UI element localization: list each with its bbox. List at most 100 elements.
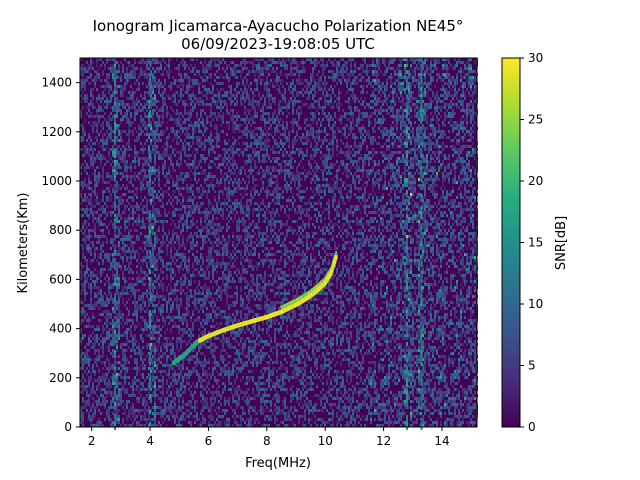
heatmap-cell: [120, 334, 122, 337]
heatmap-cell: [206, 79, 208, 82]
heatmap-cell: [204, 343, 206, 346]
heatmap-cell: [102, 340, 104, 343]
heatmap-cell: [180, 283, 182, 286]
heatmap-cell: [170, 196, 172, 199]
heatmap-cell: [126, 349, 128, 352]
heatmap-cell: [82, 199, 84, 202]
heatmap-cell: [156, 238, 158, 241]
heatmap-cell: [94, 250, 96, 253]
heatmap-cell: [122, 271, 124, 274]
heatmap-cell: [82, 97, 84, 100]
heatmap-cell: [108, 196, 110, 199]
heatmap-cell: [184, 76, 186, 79]
heatmap-cell: [134, 349, 136, 352]
heatmap-cell: [88, 148, 90, 151]
heatmap-cell: [216, 289, 218, 292]
heatmap-cell: [172, 292, 174, 295]
heatmap-cell: [124, 85, 126, 88]
heatmap-cell: [108, 382, 110, 385]
heatmap-cell: [174, 403, 176, 406]
heatmap-cell: [88, 316, 90, 319]
heatmap-cell: [142, 352, 144, 355]
heatmap-cell: [190, 391, 192, 394]
heatmap-cell: [84, 403, 86, 406]
heatmap-cell: [92, 130, 94, 133]
heatmap-cell: [222, 112, 224, 115]
heatmap-cell: [154, 109, 156, 112]
heatmap-cell: [88, 214, 90, 217]
heatmap-cell: [96, 355, 98, 358]
heatmap-cell: [154, 163, 156, 166]
heatmap-cell: [182, 403, 184, 406]
heatmap-cell: [158, 256, 160, 259]
heatmap-cell: [160, 199, 162, 202]
heatmap-cell: [152, 355, 154, 358]
heatmap-cell: [200, 325, 202, 328]
heatmap-cell: [162, 220, 164, 223]
heatmap-cell: [82, 91, 84, 94]
heatmap-cell: [208, 415, 210, 418]
heatmap-cell: [194, 136, 196, 139]
heatmap-cell: [196, 400, 198, 403]
heatmap-cell: [126, 118, 128, 121]
heatmap-cell: [204, 127, 206, 130]
heatmap-cell: [210, 73, 212, 76]
heatmap-cell: [134, 409, 136, 412]
heatmap-cell: [158, 277, 160, 280]
heatmap-cell: [144, 367, 146, 370]
heatmap-cell: [150, 139, 152, 142]
heatmap-cell: [192, 166, 194, 169]
heatmap-cell: [198, 319, 200, 322]
heatmap-cell: [144, 328, 146, 331]
heatmap-cell: [138, 172, 140, 175]
heatmap-cell: [114, 196, 116, 199]
heatmap-cell: [200, 400, 202, 403]
heatmap-cell: [116, 307, 118, 310]
heatmap-cell: [132, 334, 134, 337]
heatmap-cell: [120, 370, 122, 373]
heatmap-cell: [192, 241, 194, 244]
heatmap-cell: [182, 412, 184, 415]
heatmap-cell: [216, 283, 218, 286]
heatmap-cell: [218, 286, 220, 289]
heatmap-cell: [136, 109, 138, 112]
heatmap-cell: [120, 199, 122, 202]
heatmap-cell: [202, 142, 204, 145]
heatmap-cell: [136, 196, 138, 199]
heatmap-cell: [136, 88, 138, 91]
heatmap-cell: [182, 331, 184, 334]
heatmap-cell: [130, 121, 132, 124]
heatmap-cell: [160, 205, 162, 208]
heatmap-cell: [212, 274, 214, 277]
heatmap-cell: [132, 190, 134, 193]
heatmap-cell: [204, 364, 206, 367]
heatmap-cell: [82, 244, 84, 247]
heatmap-cell: [98, 58, 100, 61]
heatmap-cell: [190, 163, 192, 166]
heatmap-cell: [224, 421, 226, 424]
heatmap-cell: [224, 424, 226, 427]
heatmap-cell: [162, 94, 164, 97]
heatmap-cell: [150, 142, 152, 145]
heatmap-cell: [132, 73, 134, 76]
heatmap-cell: [90, 163, 92, 166]
heatmap-cell: [134, 127, 136, 130]
heatmap-cell: [82, 265, 84, 268]
heatmap-cell: [126, 67, 128, 70]
heatmap-cell: [96, 184, 98, 187]
heatmap-cell: [162, 109, 164, 112]
heatmap-cell: [220, 247, 222, 250]
heatmap-cell: [222, 235, 224, 238]
heatmap-cell: [124, 286, 126, 289]
heatmap-cell: [202, 364, 204, 367]
heatmap-cell: [114, 169, 116, 172]
heatmap-cell: [160, 283, 162, 286]
heatmap-cell: [136, 346, 138, 349]
heatmap-cell: [210, 61, 212, 64]
heatmap-cell: [164, 211, 166, 214]
heatmap-cell: [108, 367, 110, 370]
heatmap-cell: [200, 268, 202, 271]
heatmap-cell: [188, 259, 190, 262]
heatmap-cell: [128, 79, 130, 82]
heatmap-cell: [156, 148, 158, 151]
